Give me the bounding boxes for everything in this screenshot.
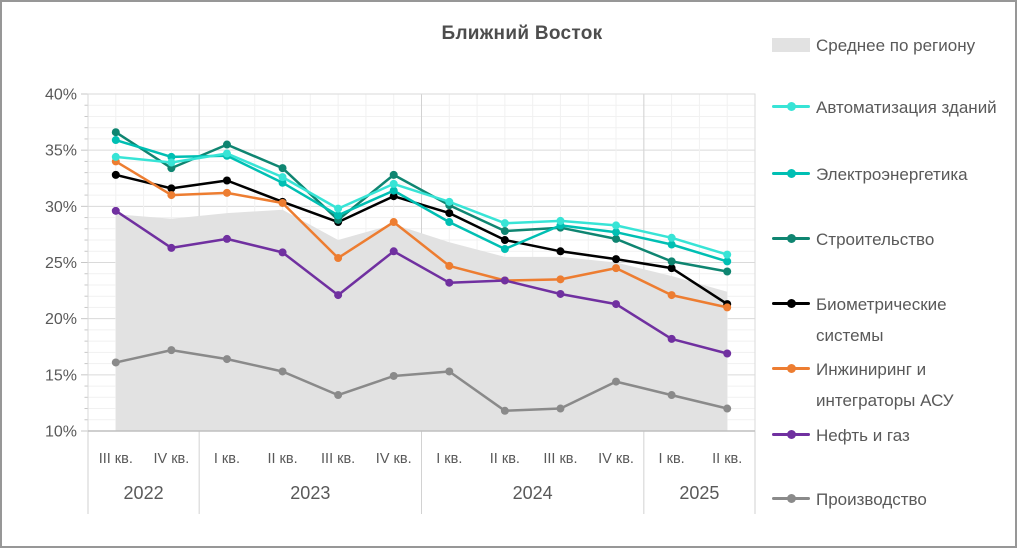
quarter-label: IV кв. bbox=[153, 451, 189, 467]
quarter-label: III кв. bbox=[321, 451, 355, 467]
y-axis-labels: 10% 15% 20% 25% 30% 35% 40% bbox=[45, 87, 77, 441]
series-0 bbox=[115, 209, 728, 431]
legend-item-oil-gas: Нефть и газ bbox=[770, 420, 1015, 451]
line-marker bbox=[772, 430, 810, 439]
dot-marker bbox=[787, 102, 796, 111]
series-4 bbox=[111, 170, 732, 309]
line-marker bbox=[772, 299, 810, 308]
series-7 bbox=[111, 346, 732, 415]
line-marker bbox=[772, 494, 810, 503]
legend-item-average: Среднее по региону bbox=[770, 30, 1015, 61]
legend-item-power: Электроэнергетика bbox=[770, 159, 1015, 190]
legend-label: Производство bbox=[816, 490, 927, 509]
dot-marker bbox=[787, 430, 796, 439]
line-marker bbox=[772, 364, 810, 373]
y-axis-tick-label: 20% bbox=[45, 311, 77, 328]
y-axis-tick-label: 30% bbox=[45, 199, 77, 216]
line-marker bbox=[772, 234, 810, 243]
quarter-label: I кв. bbox=[659, 451, 685, 467]
legend-label: Биометрические системы bbox=[816, 295, 947, 345]
quarter-label: I кв. bbox=[214, 451, 240, 467]
legend-label: Строительство bbox=[816, 230, 935, 249]
series-3 bbox=[111, 128, 732, 276]
year-label: 2025 bbox=[679, 483, 719, 503]
dot-marker bbox=[787, 169, 796, 178]
quarter-label: IV кв. bbox=[376, 451, 412, 467]
y-axis-tick-label: 15% bbox=[45, 367, 77, 384]
legend-item-biometrics: Биометрические системы bbox=[770, 289, 1015, 351]
legend-item-manufacturing: Производство bbox=[770, 484, 1015, 515]
quarter-label: II кв. bbox=[712, 451, 742, 467]
y-axis-tick-label: 35% bbox=[45, 143, 77, 160]
legend-label: Среднее по региону bbox=[816, 36, 976, 55]
year-label: 2023 bbox=[290, 483, 330, 503]
legend-label: Инжиниринг и интеграторы АСУ bbox=[816, 360, 954, 410]
legend-label: Автоматизация зданий bbox=[816, 98, 997, 117]
y-axis-tick-label: 40% bbox=[45, 87, 77, 104]
legend-label: Нефть и газ bbox=[816, 426, 910, 445]
series-1 bbox=[111, 149, 732, 259]
quarter-label: III кв. bbox=[99, 451, 133, 467]
x-axis-labels: III кв. IV кв. 2022 I кв. II кв. III кв. IV кв… bbox=[99, 451, 743, 503]
legend: Среднее по региону Автоматизация зданий … bbox=[770, 2, 1015, 546]
legend-item-engineering: Инжиниринг и интеграторы АСУ bbox=[770, 354, 1015, 416]
dot-marker bbox=[787, 234, 796, 243]
series-6 bbox=[111, 206, 732, 358]
quarter-label: IV кв. bbox=[598, 451, 634, 467]
year-label: 2022 bbox=[124, 483, 164, 503]
line-marker bbox=[772, 169, 810, 178]
area-swatch bbox=[772, 38, 810, 52]
y-axis-tick-label: 25% bbox=[45, 255, 77, 272]
year-label: 2024 bbox=[513, 483, 553, 503]
quarter-label: III кв. bbox=[543, 451, 577, 467]
chart-title: Ближний Восток bbox=[441, 23, 603, 44]
dot-marker bbox=[787, 494, 796, 503]
legend-item-construction: Строительство bbox=[770, 224, 1015, 255]
dot-marker bbox=[787, 299, 796, 308]
line-marker bbox=[772, 102, 810, 111]
quarter-label: II кв. bbox=[490, 451, 520, 467]
legend-item-building-automation: Автоматизация зданий bbox=[770, 92, 1015, 123]
y-axis-tick-label: 10% bbox=[45, 424, 77, 441]
quarter-label: II кв. bbox=[267, 451, 297, 467]
dot-marker bbox=[787, 364, 796, 373]
quarter-label: I кв. bbox=[436, 451, 462, 467]
legend-label: Электроэнергетика bbox=[816, 165, 968, 184]
